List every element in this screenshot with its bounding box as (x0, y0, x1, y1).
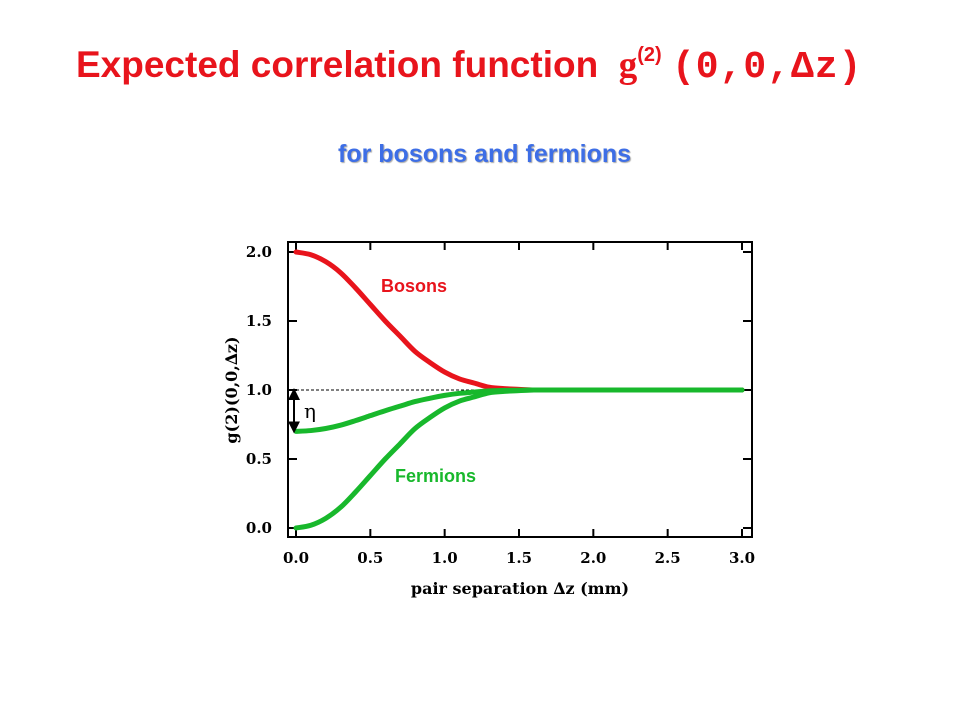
title-argument: (0,0,∆z) (672, 46, 863, 89)
x-tick-label: 3.0 (729, 549, 755, 567)
y-tick-label: 0.0 (246, 519, 272, 537)
y-tick-label: 1.0 (246, 381, 272, 399)
title-g: g (618, 45, 638, 86)
eta-label: η (304, 399, 316, 423)
x-tick-label: 1.0 (432, 549, 458, 567)
y-tick-label: 1.5 (246, 312, 272, 330)
y-tick-label: 0.5 (246, 450, 272, 468)
y-tick-label: 2.0 (246, 243, 272, 261)
bosons-label: Bosons (381, 276, 447, 296)
title-superscript: (2) (637, 44, 662, 66)
x-tick-label: 2.5 (655, 549, 681, 567)
x-axis-label: pair separation ∆z (mm) (411, 579, 629, 598)
slide-subtitle: for bosons and fermions (338, 140, 632, 168)
x-tick-label: 1.5 (506, 549, 532, 567)
title-text: Expected correlation function (76, 44, 599, 85)
title-g-symbol: g(2) (618, 44, 662, 86)
fermions-label: Fermions (395, 466, 476, 486)
slide-title: Expected correlation function g(2) (0,0,… (76, 44, 862, 89)
y-axis-label: g(2)(0,0,∆z) (222, 336, 241, 443)
partial-fermions-curve (293, 387, 745, 434)
x-tick-label: 0.0 (283, 549, 309, 567)
bosons-curve (293, 249, 745, 393)
x-tick-label: 2.0 (580, 549, 606, 567)
fermions-curve (293, 387, 745, 531)
x-tick-label: 0.5 (357, 549, 383, 567)
